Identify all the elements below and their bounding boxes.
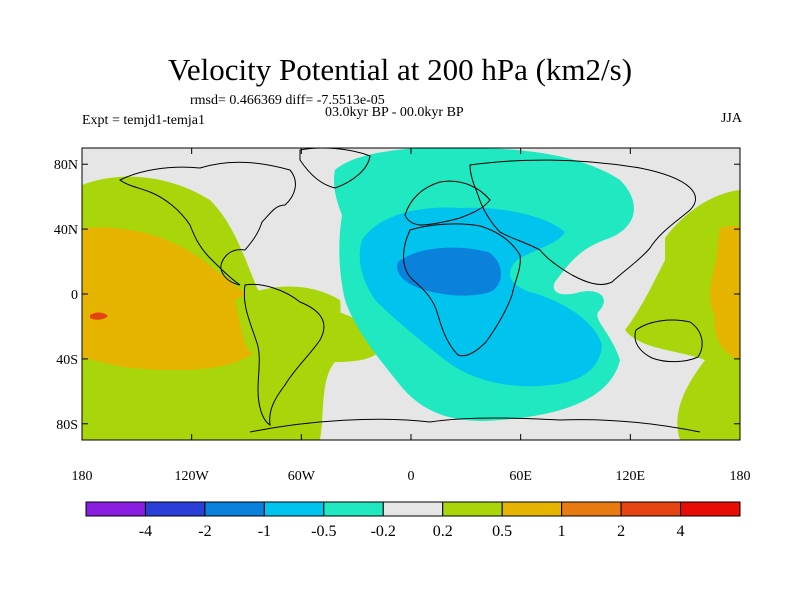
colorbar-level-label: 0.5 <box>492 523 512 540</box>
lon-tick-label: 120W <box>175 469 210 484</box>
colorbar-swatch <box>620 501 682 517</box>
colorbar-swatch <box>144 501 206 517</box>
lat-tick-label: 40N <box>54 223 78 238</box>
west-pacific-positive-region <box>625 190 740 440</box>
pacific-max-spot <box>90 312 108 320</box>
lon-tick-label: 120E <box>616 469 646 484</box>
lat-tick-label: 80S <box>56 418 78 433</box>
colorbar-swatch <box>442 501 503 517</box>
colorbar-swatch <box>680 501 741 517</box>
colorbar-level-label: -2 <box>198 523 211 540</box>
longitude-axis: 180 120W 60W 0 60E 120E 180 <box>72 148 751 484</box>
colorbar-level-label: -4 <box>139 523 152 540</box>
season-label: JJA <box>720 111 742 126</box>
asia-outline <box>469 159 696 285</box>
latitude-axis: 80N 40N 0 40S 80S <box>54 158 740 433</box>
stats-subtitle: rmsd= 0.466369 diff= -7.5513e-05 <box>190 93 385 108</box>
colorbar-level-label: -1 <box>258 523 271 540</box>
africa-outline <box>403 223 521 357</box>
lat-tick-label: 80N <box>54 158 78 173</box>
colorbar-level-label: -0.5 <box>311 523 336 540</box>
west-pacific-moderate-region <box>709 225 740 360</box>
colorbar-swatch <box>501 501 563 517</box>
colorbar-swatch <box>323 501 384 517</box>
europe-outline <box>404 180 491 226</box>
lat-tick-label: 0 <box>71 288 78 303</box>
africa-negative-max <box>397 247 502 296</box>
lat-tick-label: 40S <box>56 353 78 368</box>
north-america-outline <box>119 161 296 286</box>
colorbar-level-label: 4 <box>677 523 685 540</box>
coastlines <box>119 148 703 433</box>
lon-tick-label: 60W <box>288 469 316 484</box>
lon-tick-label: 0 <box>408 469 415 484</box>
lon-tick-label: 180 <box>72 469 93 484</box>
colorbar-swatch <box>263 501 325 517</box>
colorbar-swatch <box>561 501 622 517</box>
colorbar-level-label: -0.2 <box>371 523 396 540</box>
colorbar-level-label: 2 <box>617 523 625 540</box>
experiment-label: Expt = temjd1-temja1 <box>82 113 205 128</box>
south-america-positive-region <box>235 286 341 376</box>
colorbar-swatch <box>85 501 146 517</box>
period-label: 03.0kyr BP - 00.0kyr BP <box>325 105 464 120</box>
lon-tick-label: 60E <box>509 469 532 484</box>
australia-outline <box>634 319 703 363</box>
lon-tick-label: 180 <box>730 469 751 484</box>
colorbar: -4 -2 -1 -0.5 -0.2 0.2 0.5 1 2 4 <box>85 501 741 540</box>
contour-field <box>82 148 740 440</box>
plot-title: Velocity Potential at 200 hPa (km2/s) <box>167 52 633 87</box>
colorbar-level-label: 1 <box>558 523 566 540</box>
pacific-moderate-region <box>82 227 266 371</box>
colorbar-level-label: 0.2 <box>433 523 453 540</box>
colorbar-swatch <box>204 501 265 517</box>
colorbar-swatch <box>382 501 444 517</box>
south-america-outline <box>243 283 325 426</box>
antarctica-outline <box>249 417 701 433</box>
